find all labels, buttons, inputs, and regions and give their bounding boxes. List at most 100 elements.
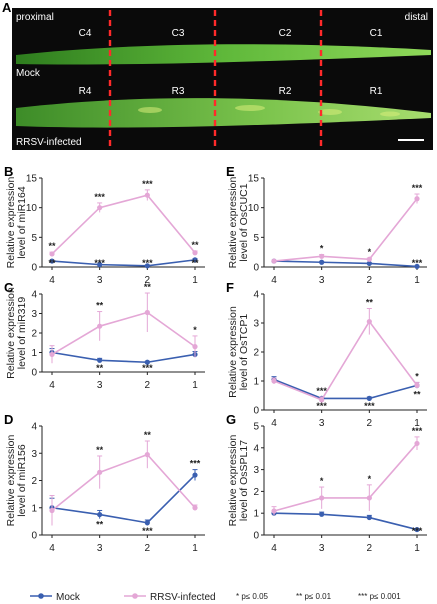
panel-e-point-mock: [414, 263, 420, 270]
panel-f-ytick-label: 1: [253, 377, 259, 388]
panel-g-xtick-label: 2: [367, 543, 373, 554]
panel-e-point-mock: [319, 259, 325, 265]
panel-e-ytick-label: 10: [248, 203, 260, 214]
legend: Mock RRSV-infected * p≤ 0.05 ** p≤ 0.01 …: [30, 592, 401, 603]
section-dividers: [108, 10, 323, 148]
panel-f-series-infected-line: [273, 320, 418, 401]
panel-e-point-infected: [414, 196, 420, 202]
panel-d-point-infected: [144, 452, 150, 458]
panel-c-star-bottom: **: [96, 363, 104, 373]
panel-f-xtick-label: 4: [271, 418, 277, 429]
panel-f-ylabel-line1: Relative expression: [227, 306, 239, 398]
panel-g-point-infected: [414, 440, 420, 447]
panel-e-ylabel-line1: Relative expression: [227, 177, 239, 269]
panel-d-xtick-label: 1: [192, 543, 198, 554]
panel-f-letter: F: [226, 280, 234, 295]
panel-f-star-top: *: [415, 371, 419, 381]
panel-e-star-top: ***: [412, 183, 423, 193]
panel-g-ytick-label: 3: [253, 465, 259, 476]
legend-mock-label: Mock: [56, 592, 81, 603]
panel-g-series-mock-line: [273, 512, 418, 531]
panel-g-ytick-label: 2: [253, 487, 259, 498]
panel-e-ytick-label: 0: [253, 263, 259, 274]
panel-g-xtick-label: 1: [414, 543, 420, 554]
panel-d-ylabel-line1: Relative expression: [5, 435, 17, 527]
section-r4: R4: [79, 86, 92, 97]
legend-infected-label: RRSV-infected: [150, 592, 216, 603]
panel-c-ytick-label: 4: [31, 290, 37, 301]
panel-d-series-infected-line: [51, 453, 196, 512]
panel-b-ytick-label: 0: [31, 263, 37, 274]
panel-d-xtick-label: 2: [145, 543, 151, 554]
panel-e-point-infected: [366, 256, 372, 262]
panel-g-ylabel-line1: Relative expression: [227, 435, 239, 527]
panel-e-ytick-label: 5: [253, 233, 259, 244]
legend-mock-marker: [38, 593, 44, 599]
panel-d-point-infected: [97, 469, 103, 475]
panel-b-point-mock: [144, 263, 150, 269]
panel-d-point-infected: [192, 505, 198, 511]
panel-e-xtick-label: 1: [414, 275, 420, 286]
panel-f-point-infected: [366, 318, 372, 325]
panel-f-point-mock: [366, 395, 372, 401]
panel-c-series-infected-line: [51, 311, 196, 356]
panel-b-point-infected: [192, 250, 198, 256]
panel-c-xtick-label: 2: [145, 380, 151, 391]
panel-b-chart: B 0 5 10 15 4 3 2 1 Relative expression level of m…: [4, 164, 205, 286]
panel-e-letter: E: [226, 164, 235, 179]
panel-b-star-bottom: **: [48, 258, 56, 268]
section-r1: R1: [370, 86, 383, 97]
panel-b-xtick-label: 2: [145, 275, 151, 286]
panel-c-point-infected: [192, 344, 198, 350]
panel-c-point-infected: [49, 351, 55, 358]
panel-g-point-infected: [271, 508, 277, 514]
panel-f-ytick-label: 3: [253, 319, 259, 330]
panel-c-star-top: **: [96, 301, 104, 311]
panel-e-point-mock: [366, 260, 372, 267]
panel-b-ylabel-line2: level of miR164: [16, 186, 28, 259]
panel-b-ytick-label: 10: [26, 203, 38, 214]
panel-e-star-top: *: [368, 247, 372, 257]
panel-c-letter: C: [4, 280, 14, 295]
panel-c-star-bottom: ***: [142, 363, 153, 373]
panel-b-point-mock: [192, 257, 198, 263]
panel-f-star-bottom: ***: [364, 401, 375, 411]
panel-b-point-infected: [97, 205, 103, 211]
infected-leaf-spots: [138, 105, 400, 117]
panel-d-star-bottom: ***: [142, 526, 153, 536]
panel-d-series-mock-line: [51, 474, 196, 524]
panel-d-ytick-label: 2: [31, 476, 37, 487]
panel-f-ylabel-line2: level of OsTCP1: [238, 314, 250, 391]
panel-e-ylabel-line2: level of OsCUC1: [238, 183, 250, 261]
panel-c-ylabel-line2: level of miR319: [16, 297, 28, 370]
panel-c-point-infected: [144, 309, 150, 316]
panel-d-star-top: **: [96, 445, 104, 455]
panel-b-point-mock: [97, 262, 103, 268]
panel-g-star-top: ***: [412, 426, 423, 436]
panel-f-xtick-label: 2: [367, 418, 373, 429]
section-c2: C2: [279, 28, 292, 39]
panel-b-ylabel-line1: Relative expression: [5, 177, 17, 269]
panel-d-point-infected: [49, 507, 55, 514]
panel-f-point-infected: [319, 397, 325, 403]
panel-d-point-mock: [144, 520, 150, 526]
section-c4: C4: [79, 28, 92, 39]
panel-d-star-top: **: [144, 430, 152, 440]
panel-g-letter: G: [226, 412, 236, 427]
panel-d-chart: D 0 1 2 3 4 4 3 2 1 Relative expression level of mi…: [4, 412, 205, 554]
panel-c-star-top: *: [193, 325, 197, 335]
panel-b-star-top: ***: [94, 192, 105, 202]
panel-e-xtick-label: 2: [367, 275, 373, 286]
panel-b-star-top: ***: [142, 179, 153, 189]
panel-d-ylabel-line2: level of miR156: [16, 444, 28, 517]
panel-b-star-bottom: **: [191, 258, 199, 268]
panel-g-point-mock: [319, 511, 325, 517]
panel-a-letter: A: [2, 0, 12, 15]
panel-c-point-infected: [97, 323, 103, 329]
panel-d-point-mock: [97, 511, 103, 518]
legend-sig-1: * p≤ 0.05: [236, 592, 269, 601]
panel-d-star-top: ***: [190, 459, 201, 469]
mock-leaf: [16, 44, 431, 65]
panel-a: A proximal distal Mock RRSV-infected C4 …: [2, 0, 433, 150]
